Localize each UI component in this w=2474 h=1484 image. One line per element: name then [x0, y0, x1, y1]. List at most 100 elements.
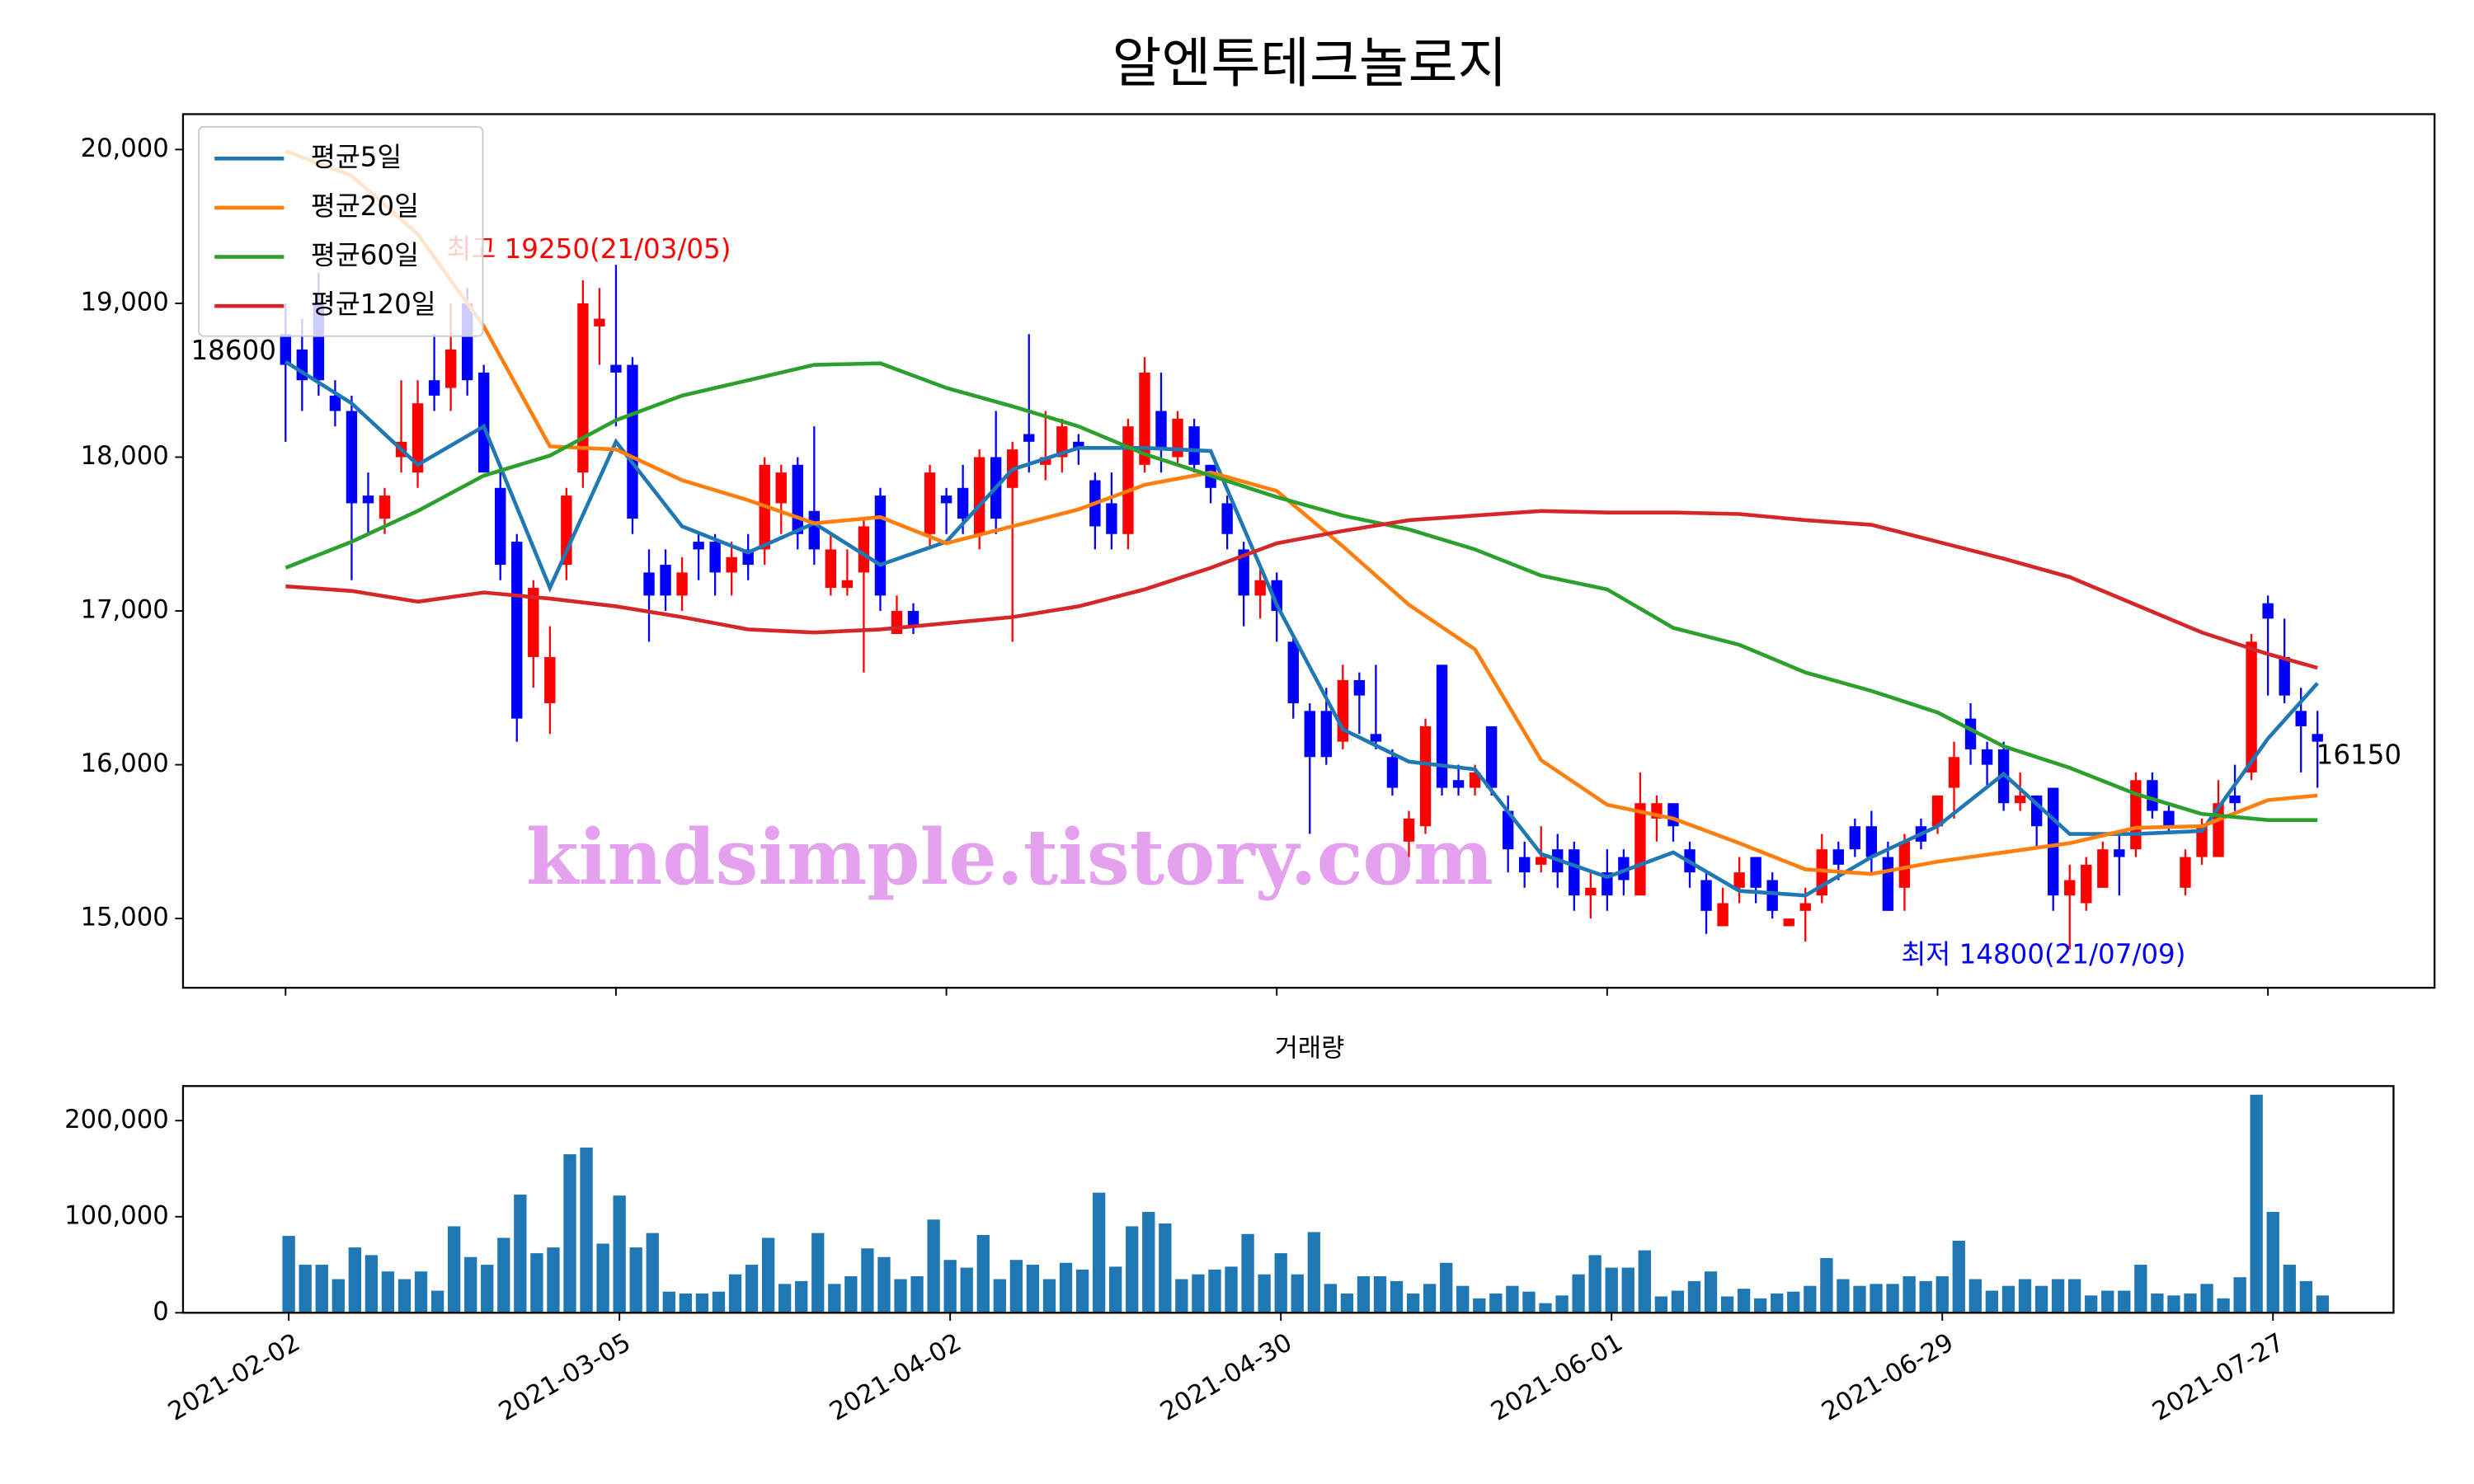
- volume-bar: [2067, 1279, 2081, 1313]
- volume-bar: [993, 1279, 1006, 1313]
- volume-bar: [1291, 1274, 1304, 1313]
- candle-body: [1518, 857, 1531, 873]
- volume-bar: [596, 1243, 609, 1313]
- candle-body: [940, 495, 952, 504]
- volume-bar: [1588, 1255, 1602, 1313]
- candle-body: [1287, 641, 1299, 703]
- candle-body: [1106, 503, 1117, 534]
- volume-bar: [1572, 1274, 1585, 1313]
- candle-body: [1700, 880, 1712, 911]
- candle-body: [1882, 857, 1894, 911]
- volume-bar: [1935, 1276, 1949, 1313]
- candle-body: [1585, 887, 1597, 896]
- candle-body: [775, 472, 787, 504]
- volume-bar: [1241, 1233, 1254, 1313]
- candle-body: [709, 542, 721, 573]
- candle-body: [627, 364, 638, 519]
- candle-body: [610, 364, 622, 373]
- candle-body: [1502, 810, 1514, 850]
- candle-body: [1832, 849, 1844, 865]
- candle-body: [280, 334, 291, 365]
- candle-body: [792, 464, 803, 534]
- candle-body: [2014, 795, 2026, 804]
- candle-body: [2064, 880, 2076, 896]
- volume-bar: [1853, 1285, 1866, 1313]
- candle-body: [1271, 580, 1282, 612]
- volume-bar: [1671, 1290, 1685, 1313]
- candle-body: [528, 588, 539, 657]
- volume-title: 거래량: [1275, 1035, 1344, 1064]
- candle-body: [329, 395, 341, 411]
- volume-bar: [778, 1284, 792, 1313]
- candle-body: [1733, 872, 1745, 888]
- volume-bar: [2266, 1211, 2279, 1313]
- volume-bar: [1638, 1250, 1651, 1313]
- volume-bar: [662, 1291, 675, 1313]
- volume-bar: [1042, 1279, 1056, 1313]
- candle-body: [1386, 757, 1399, 788]
- candle-body: [1964, 718, 1977, 749]
- volume-bar: [530, 1253, 543, 1313]
- volume-bar: [1522, 1291, 1536, 1313]
- volume-bar: [1390, 1280, 1404, 1313]
- volume-bar: [712, 1291, 726, 1313]
- moving-average-line: [285, 149, 2318, 876]
- candle-body: [973, 457, 985, 534]
- candle-body: [1865, 826, 1878, 857]
- candle-body: [1469, 772, 1481, 788]
- candle-body: [1849, 826, 1861, 850]
- candle-body: [2196, 826, 2208, 857]
- volume-bar: [811, 1233, 825, 1313]
- volume-bar: [2151, 1294, 2164, 1313]
- volume-bar: [976, 1234, 990, 1313]
- volume-bar: [629, 1247, 642, 1313]
- candle-body: [594, 318, 605, 326]
- y-tick-label: 18,000: [81, 442, 169, 471]
- candle-body: [2180, 857, 2191, 888]
- volume-bar: [348, 1247, 361, 1313]
- volume-bar: [2085, 1295, 2098, 1313]
- candle-body: [477, 372, 490, 473]
- candle-body: [924, 472, 936, 534]
- candle-body: [1304, 711, 1315, 758]
- candle-body: [1436, 665, 1448, 788]
- volume-bar: [1109, 1266, 1122, 1313]
- volume-bar: [1968, 1279, 1982, 1313]
- volume-bar: [2299, 1280, 2313, 1313]
- candle-body: [2279, 656, 2290, 696]
- candle-body: [2048, 787, 2059, 896]
- volume-axes-frame: [181, 1085, 2395, 1314]
- candle-body: [1981, 749, 1993, 765]
- candle-body: [1898, 841, 1911, 888]
- volume-bar: [2316, 1295, 2330, 1313]
- legend-label: 평균120일: [311, 289, 436, 320]
- candle-body: [643, 572, 655, 596]
- volume-bar: [299, 1265, 312, 1313]
- volume-bar: [1820, 1257, 1833, 1313]
- candle-body: [825, 549, 837, 589]
- volume-bar: [877, 1256, 891, 1313]
- volume-bar: [613, 1195, 626, 1313]
- volume-bar: [1126, 1226, 1139, 1313]
- volume-bar: [1804, 1285, 1817, 1313]
- volume-bar: [695, 1294, 709, 1313]
- volume-bar: [1456, 1285, 1470, 1313]
- volume-bar: [1687, 1280, 1701, 1313]
- volume-bar: [1026, 1265, 1040, 1313]
- candle-body: [2163, 810, 2175, 827]
- volume-bar: [1009, 1260, 1023, 1313]
- annotation: 16150: [2316, 739, 2401, 770]
- candle-body: [1766, 880, 1778, 911]
- candle-body: [2262, 603, 2274, 619]
- volume-bar: [2283, 1265, 2296, 1313]
- volume-bar: [894, 1279, 907, 1313]
- volume-bar: [1423, 1284, 1437, 1313]
- candle-body: [660, 565, 671, 596]
- volume-bar: [1357, 1276, 1371, 1313]
- candle-body: [693, 542, 704, 550]
- volume-y-tick-label: 0: [153, 1298, 168, 1327]
- volume-bar: [1720, 1296, 1734, 1313]
- y-tick-label: 17,000: [81, 595, 169, 624]
- volume-bar: [1307, 1232, 1320, 1313]
